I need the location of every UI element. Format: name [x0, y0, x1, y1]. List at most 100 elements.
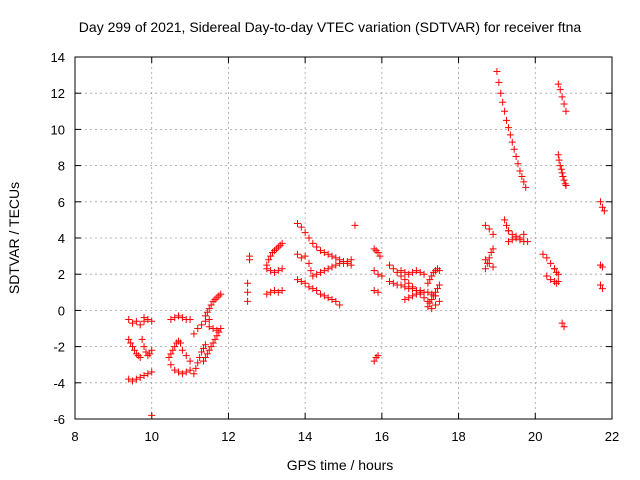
data-point-s47	[558, 169, 566, 177]
data-point-s39	[495, 78, 503, 86]
data-point-s48	[560, 323, 568, 331]
data-point-s21	[293, 220, 301, 228]
data-point-s21	[324, 250, 332, 258]
data-point-s39	[516, 167, 524, 175]
data-point-s27	[374, 288, 382, 296]
data-point-s01	[136, 321, 144, 329]
data-point-s31	[416, 268, 424, 276]
data-point-s13	[217, 290, 225, 298]
data-point-s39	[503, 116, 511, 124]
data-point-s07	[186, 315, 194, 323]
data-point-s33	[424, 303, 432, 311]
data-point-s41	[512, 232, 520, 240]
data-point-s17	[272, 245, 280, 253]
data-point-s03	[125, 375, 133, 383]
data-point-s41	[520, 230, 528, 238]
x-tick-label: 20	[528, 429, 542, 444]
data-point-s50	[596, 261, 604, 269]
data-point-s44	[554, 277, 562, 285]
data-point-s42	[504, 227, 512, 235]
data-point-s17	[278, 239, 286, 247]
data-point-s36	[487, 248, 495, 256]
data-point-s29	[386, 261, 394, 269]
data-point-s13	[207, 301, 215, 309]
data-point-s13	[209, 297, 217, 305]
data-point-s03	[129, 377, 137, 385]
data-point-s37	[481, 221, 489, 229]
data-point-s02	[134, 352, 142, 360]
data-point-s16	[244, 288, 252, 296]
data-point-s14	[203, 350, 211, 358]
data-point-s15	[209, 325, 217, 332]
data-point-s39	[514, 160, 522, 168]
data-point-s21	[313, 243, 321, 251]
data-point-s31	[409, 268, 417, 276]
data-point-s11	[198, 348, 206, 356]
data-point-s28	[374, 352, 382, 360]
data-point-s41	[504, 238, 512, 246]
data-point-s44	[543, 272, 551, 280]
data-point-s43	[547, 259, 555, 267]
data-point-s28	[372, 353, 380, 361]
data-point-s04	[148, 346, 156, 354]
data-point-s14	[215, 328, 223, 336]
data-point-s22	[301, 252, 309, 260]
x-tick-label: 8	[71, 429, 78, 444]
y-tick-label: 4	[58, 231, 65, 246]
data-point-s14	[217, 325, 225, 332]
data-point-s39	[499, 98, 507, 106]
data-point-s35	[432, 301, 440, 309]
data-point-s21	[316, 247, 324, 255]
data-point-s23	[320, 267, 328, 275]
data-point-s22	[293, 250, 301, 258]
x-axis-label: GPS time / hours	[287, 457, 394, 473]
y-tick-label: 6	[58, 195, 65, 210]
data-point-s36	[481, 265, 489, 273]
data-point-s45	[550, 265, 558, 273]
data-point-s39	[518, 172, 526, 180]
data-point-s05	[148, 317, 156, 325]
data-point-s08	[171, 343, 179, 351]
data-point-s15	[205, 323, 213, 331]
data-point-s39	[508, 138, 516, 146]
data-point-s39	[497, 89, 505, 97]
data-point-s08	[167, 350, 175, 358]
data-point-s05	[144, 315, 152, 323]
data-point-s11	[190, 370, 198, 378]
data-point-s39	[510, 145, 518, 153]
data-point-s47	[557, 165, 565, 173]
data-point-s03	[132, 375, 140, 383]
data-point-s33	[430, 292, 438, 300]
data-point-s39	[512, 153, 520, 161]
data-point-s25	[376, 252, 384, 260]
data-point-s17	[276, 241, 284, 249]
data-point-s18	[263, 265, 271, 273]
data-point-s02	[130, 346, 138, 354]
data-point-s26	[378, 272, 386, 280]
x-tick-label: 16	[375, 429, 389, 444]
data-point-s09	[171, 366, 179, 374]
data-point-s17	[267, 252, 275, 260]
data-point-s47	[555, 156, 563, 164]
data-point-s08	[165, 353, 173, 361]
data-point-s43	[539, 250, 547, 258]
y-tick-label: -2	[53, 340, 65, 355]
data-point-s03	[148, 368, 156, 376]
data-point-s11	[199, 344, 207, 352]
y-axis-label: SDTVAR / TECUs	[6, 182, 22, 294]
y-tick-label: 10	[51, 122, 65, 137]
data-point-s25	[374, 248, 382, 256]
data-point-s21	[320, 248, 328, 256]
data-point-s17	[269, 248, 277, 256]
data-point-s13	[205, 305, 213, 313]
data-point-s23	[347, 256, 355, 264]
data-point-s09	[167, 361, 175, 369]
plot-frame	[74, 56, 613, 420]
data-point-s03	[136, 373, 144, 381]
data-point-s50	[598, 263, 606, 271]
data-point-s34	[435, 267, 443, 275]
data-point-s13	[203, 308, 211, 316]
data-point-s10	[182, 352, 190, 360]
data-point-s31	[401, 268, 409, 276]
data-point-s20	[309, 285, 317, 293]
